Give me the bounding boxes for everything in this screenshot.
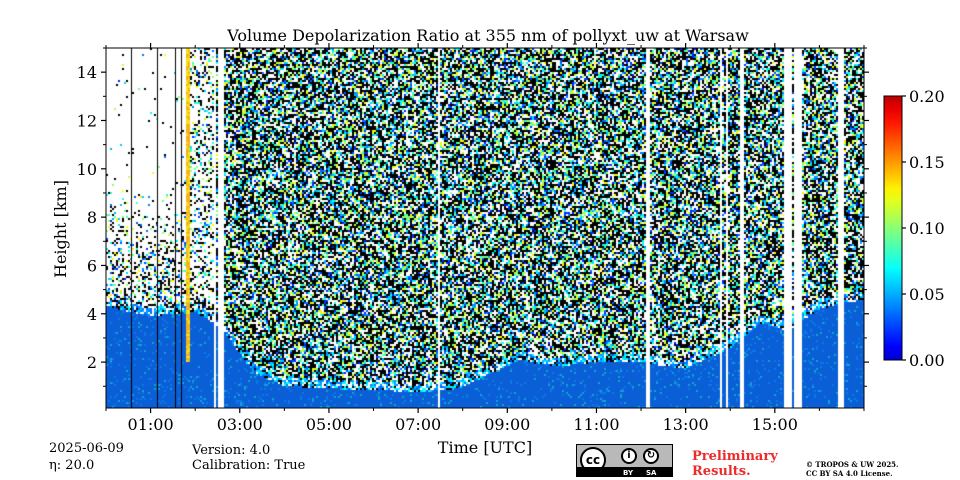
y-tick-label: 14: [77, 63, 97, 82]
copyright-line-2: CC BY SA 4.0 License.: [806, 469, 893, 478]
colorbar-tick-label: 0.00: [909, 351, 945, 370]
x-tick-label: 07:00: [395, 415, 441, 434]
x-tick-label: 15:00: [752, 415, 798, 434]
y-tick-label: 4: [87, 305, 97, 324]
chart-title: Volume Depolarization Ratio at 355 nm of…: [226, 26, 749, 45]
colorbar-tick-label: 0.20: [909, 87, 945, 106]
x-tick-label: 05:00: [306, 415, 352, 434]
version-label: Version: 4.0: [192, 443, 271, 458]
share-alike-icon: ↻: [643, 448, 659, 464]
x-axis-label: Time [UTC]: [438, 438, 532, 457]
y-tick-label: 10: [77, 160, 97, 179]
colorbar-tick-label: 0.05: [909, 285, 945, 304]
y-tick-label: 6: [87, 256, 97, 275]
y-tick-label: 12: [77, 111, 97, 130]
x-tick-label: 13:00: [663, 415, 709, 434]
x-tick-label: 09:00: [484, 415, 530, 434]
cc-license-badge: cc i ↻ BY SA: [576, 444, 673, 477]
sa-label: SA: [646, 469, 657, 477]
colorbar-tick-label: 0.10: [909, 219, 945, 238]
by-attribution-icon: i: [621, 448, 637, 464]
copyright-line-1: © TROPOS & UW 2025.: [806, 460, 899, 469]
calibration-label: Calibration: True: [192, 458, 306, 473]
x-tick-label: 01:00: [128, 415, 174, 434]
eta-label: η: 20.0: [49, 458, 95, 473]
badge-bar: [577, 467, 672, 476]
date-label: 2025-06-09: [49, 441, 124, 456]
x-tick-label: 11:00: [573, 415, 619, 434]
y-tick-label: 2: [87, 353, 97, 372]
y-tick-label: 8: [87, 208, 97, 227]
preliminary-notice: Preliminary Results.: [692, 449, 778, 479]
heatmap-raster: [106, 48, 864, 408]
plot-frame: [105, 47, 865, 409]
colorbar: [883, 95, 903, 361]
preliminary-line-2: Results.: [692, 464, 751, 479]
by-label: BY: [623, 469, 634, 477]
x-tick-label: 03:00: [217, 415, 263, 434]
copyright-notice: © TROPOS & UW 2025. CC BY SA 4.0 License…: [806, 460, 899, 478]
preliminary-line-1: Preliminary: [692, 449, 778, 464]
y-axis-label: Height [km]: [51, 180, 70, 278]
colorbar-tick-label: 0.15: [909, 153, 945, 172]
